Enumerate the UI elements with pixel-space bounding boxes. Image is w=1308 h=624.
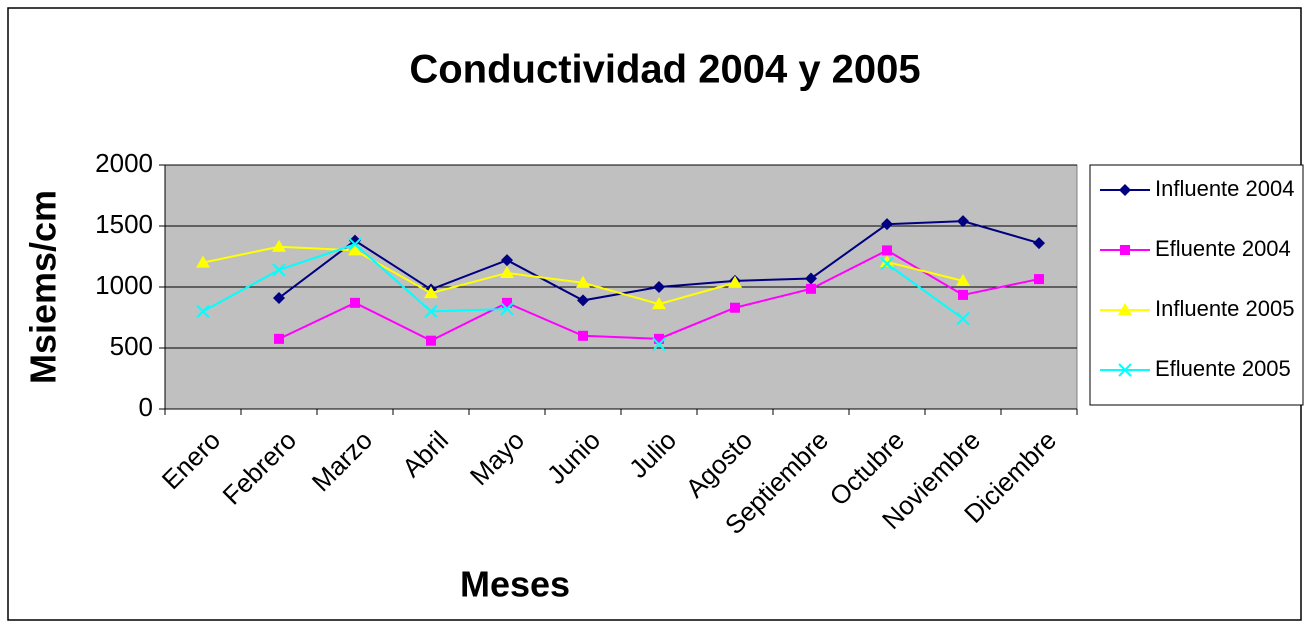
marker [578,330,588,341]
marker [502,297,512,308]
marker [956,312,970,326]
marker [424,304,438,319]
marker [426,335,436,346]
legend-box [1089,164,1304,406]
marker [728,275,742,288]
marker [654,333,664,344]
marker [272,239,286,252]
marker [958,289,968,300]
marker [424,286,438,299]
marker [956,273,970,286]
y-tick-label: 2000 [95,148,153,178]
marker [880,254,894,267]
y-tick-label: 1000 [95,270,153,300]
marker [652,297,666,310]
series-line [202,245,964,306]
chart-title: Conductividad 2004 y 2005 [409,48,920,92]
marker [273,291,285,304]
marker [500,265,514,278]
marker [196,255,210,268]
y-axis-label: Msiems/cm [23,190,64,384]
legend-label: Efluente 2004 [1155,236,1291,261]
marker [576,275,590,288]
marker [1120,245,1130,255]
marker [348,237,362,252]
marker [1034,274,1044,285]
marker [1033,237,1045,250]
marker [806,283,816,294]
marker [1118,303,1132,315]
marker [501,254,513,267]
marker [880,257,894,271]
marker [653,281,665,293]
marker [348,243,362,256]
marker [805,272,817,285]
legend-label: Influente 2005 [1155,296,1294,321]
marker [1119,184,1131,196]
y-tick-label: 500 [110,331,153,361]
marker [652,337,666,352]
y-tick-label: 0 [139,392,153,422]
marker [1118,363,1132,377]
legend-label: Efluente 2005 [1155,356,1291,381]
marker [274,333,284,344]
marker [577,294,589,307]
marker [730,302,740,313]
marker [957,215,969,228]
marker [882,245,892,256]
x-axis-label: Meses [460,564,570,605]
marker [349,234,361,247]
marker [881,218,893,231]
marker [272,263,286,277]
marker [350,297,360,308]
legend-label: Influente 2004 [1155,176,1294,201]
marker [500,302,514,316]
marker [196,304,210,319]
y-tick-label: 1500 [95,209,153,239]
